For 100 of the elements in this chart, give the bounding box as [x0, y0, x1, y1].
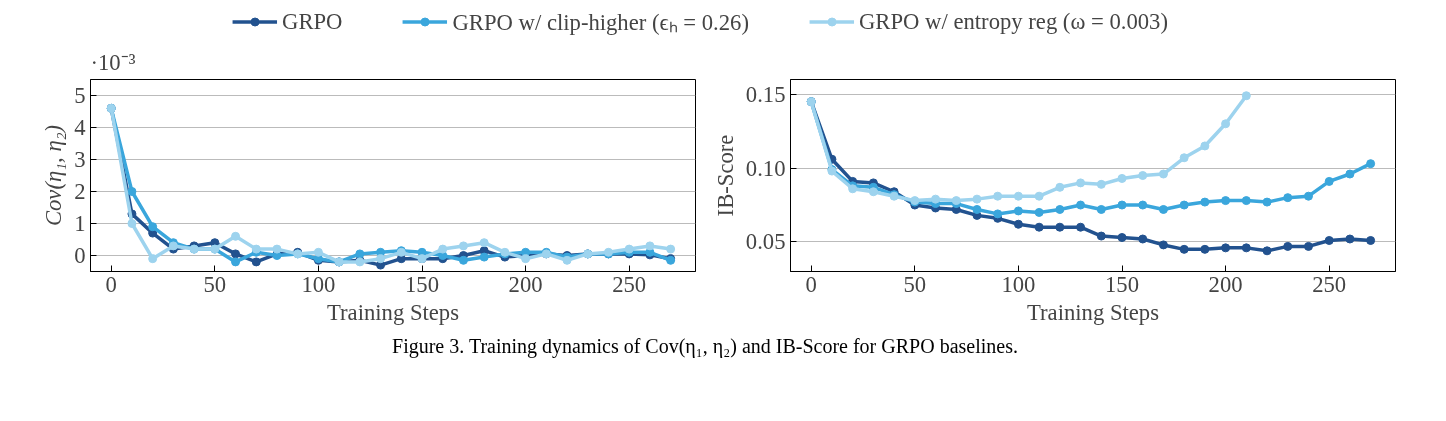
point	[1200, 244, 1210, 254]
y-tick-label: 0.05	[745, 229, 786, 255]
y-axis-title: IB-Score	[712, 134, 738, 217]
point	[972, 194, 982, 204]
point	[1076, 200, 1086, 210]
point	[1262, 246, 1272, 256]
x-tick-label: 250	[1312, 271, 1347, 297]
point	[931, 194, 941, 204]
point	[993, 209, 1003, 219]
point	[251, 257, 261, 267]
point	[1179, 153, 1189, 163]
point	[1034, 207, 1044, 217]
point	[1096, 179, 1106, 189]
legend-label: GRPO w/ clip-higher (ϵₕ = 0.26)	[452, 8, 749, 37]
point	[1013, 206, 1023, 216]
point	[1241, 243, 1251, 253]
point	[1262, 197, 1272, 207]
point	[1055, 204, 1065, 214]
point	[313, 247, 323, 257]
y-axis-title: Cov(η₁, η₂)	[41, 124, 67, 227]
point	[1324, 176, 1334, 186]
point	[1283, 241, 1293, 251]
x-tick-label: 150	[405, 271, 439, 297]
point	[127, 187, 137, 196]
point	[231, 231, 241, 241]
x-tick-label: 250	[612, 271, 647, 297]
point	[1138, 171, 1148, 180]
point	[1241, 196, 1251, 206]
y-tick-label: 5	[74, 83, 86, 108]
point	[521, 254, 531, 264]
x-tick-label: 50	[203, 271, 227, 297]
point	[1283, 193, 1293, 203]
point	[1366, 235, 1376, 245]
point	[1117, 233, 1127, 243]
point	[1013, 191, 1023, 201]
point	[376, 254, 386, 264]
point	[1179, 244, 1189, 254]
point	[868, 187, 878, 197]
point	[231, 257, 241, 267]
text: ·10⁻³	[90, 49, 136, 75]
point	[1200, 197, 1210, 207]
x-tick-label: 0	[105, 271, 117, 297]
y-tick-label: 4	[74, 115, 86, 140]
x-tick-label: 100	[301, 271, 336, 297]
point	[1096, 204, 1106, 214]
y-tick-label: 2	[74, 179, 86, 204]
point	[1179, 200, 1189, 210]
point	[479, 252, 489, 262]
point	[231, 249, 241, 259]
legend-label: GRPO	[282, 8, 343, 34]
x-axis-title: Training Steps	[327, 299, 459, 325]
point	[148, 222, 158, 232]
legend-label: GRPO w/ entropy reg (ω = 0.003)	[858, 8, 1168, 34]
point	[1013, 219, 1023, 229]
point	[1096, 231, 1106, 241]
point	[1158, 240, 1168, 250]
point	[1324, 235, 1334, 245]
point	[1221, 243, 1231, 253]
point	[1345, 169, 1355, 179]
point	[1138, 234, 1148, 244]
point	[355, 249, 365, 259]
point	[127, 219, 137, 228]
point	[1221, 196, 1231, 206]
point	[1138, 200, 1148, 210]
point	[458, 241, 468, 251]
y-tick-label: 0.15	[745, 81, 786, 107]
caption: Figure 3. Training dynamics of Cov(η₁, η₂) and IB-Score for GRPO baselines.	[391, 334, 1019, 360]
x-tick-label: 50	[903, 271, 927, 297]
x-tick-label: 200	[1208, 271, 1243, 297]
point	[1117, 200, 1127, 210]
point	[993, 191, 1003, 201]
point	[1241, 91, 1251, 101]
point	[438, 244, 448, 254]
x-tick-label: 0	[805, 271, 817, 297]
point	[666, 244, 676, 254]
y-tick-label: 0.10	[745, 155, 786, 181]
point	[1158, 204, 1168, 214]
y-tick-label: 1	[74, 211, 86, 236]
point	[1200, 141, 1210, 151]
y-tick-label: 0	[74, 243, 86, 268]
point	[1076, 178, 1086, 188]
point	[1345, 234, 1355, 244]
point	[148, 254, 158, 264]
point	[1055, 222, 1065, 232]
point	[1076, 222, 1086, 232]
point	[1055, 182, 1065, 192]
point	[1158, 169, 1168, 179]
point	[272, 244, 282, 254]
point	[645, 241, 655, 251]
point	[1034, 191, 1044, 201]
point	[479, 238, 489, 248]
x-axis-title: Training Steps	[1027, 299, 1159, 325]
point	[458, 255, 468, 265]
x-tick-label: 100	[1001, 271, 1036, 297]
point	[1221, 119, 1231, 129]
point	[972, 204, 982, 214]
x-tick-label: 150	[1105, 271, 1139, 297]
point	[1117, 173, 1127, 183]
point	[1303, 191, 1313, 201]
x-tick-label: 200	[508, 271, 543, 297]
